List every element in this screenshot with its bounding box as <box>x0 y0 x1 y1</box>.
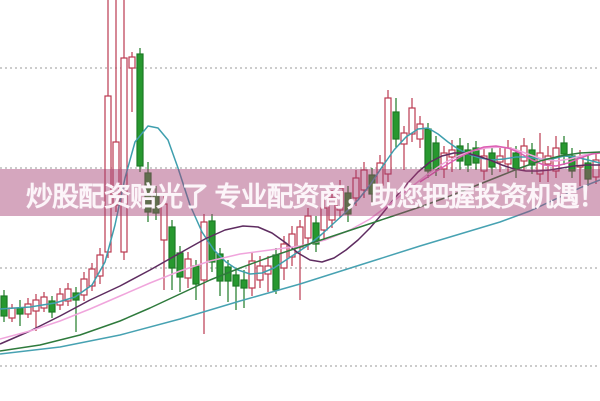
candle-body <box>8 307 16 319</box>
ad-banner: 炒股配资赔光了 专业配资商，助您把握投资机遇！ <box>0 169 600 216</box>
ma-magenta <box>419 145 600 183</box>
candle-body <box>144 172 152 213</box>
candle-body <box>320 207 328 231</box>
candle-body <box>504 147 512 165</box>
candle-body <box>216 253 224 282</box>
candle-body <box>592 159 600 178</box>
candle-body <box>464 149 472 166</box>
candle-body <box>48 300 56 313</box>
ad-banner-text: 炒股配资赔光了 专业配资商，助您把握投资机遇！ <box>26 181 600 212</box>
candle-body <box>384 97 392 175</box>
candle-body <box>280 243 288 269</box>
candle-body <box>200 221 208 281</box>
candle-body <box>192 265 200 285</box>
candle-body <box>360 169 368 191</box>
ma-lines-layer <box>0 125 600 355</box>
candle-body <box>296 226 304 248</box>
candle-body <box>480 155 488 172</box>
candle-body <box>96 254 104 277</box>
candle-body <box>24 303 32 315</box>
candle-body <box>40 296 48 309</box>
grid-layer <box>0 67 600 367</box>
candle-body <box>312 222 320 245</box>
candle-body <box>152 193 160 214</box>
candle-body <box>0 295 8 317</box>
candle-body <box>160 203 168 241</box>
candle-body <box>512 152 520 170</box>
ma-long-teal <box>0 179 600 355</box>
candle-body <box>136 53 144 167</box>
candle-body <box>272 254 280 291</box>
candle-body <box>304 215 312 239</box>
candle-body <box>560 142 568 155</box>
candle-body <box>120 57 128 253</box>
candle-body <box>352 177 360 199</box>
candle-body <box>56 293 64 306</box>
candle-body <box>416 123 424 140</box>
candle-body <box>392 111 400 140</box>
candle-body <box>128 56 136 69</box>
candle-body <box>208 220 216 263</box>
candle-body <box>80 278 88 296</box>
candle-body <box>344 192 352 215</box>
candle-body <box>16 307 24 315</box>
candle-body <box>368 174 376 195</box>
candle-body <box>240 279 248 289</box>
candle-body <box>552 147 560 172</box>
candle-body <box>64 288 72 302</box>
candle-body <box>232 274 240 287</box>
ma-short-teal <box>0 125 600 310</box>
ma-dark-green <box>0 151 600 352</box>
candle-body <box>168 226 176 269</box>
ma-purple <box>0 152 600 345</box>
candle-body <box>112 141 120 206</box>
candle-body <box>336 187 344 211</box>
candle-body <box>408 107 416 135</box>
candle-body <box>424 128 432 172</box>
candles-layer <box>0 0 600 334</box>
ma-pink <box>0 146 600 340</box>
candle-body <box>584 162 592 180</box>
candle-body <box>432 142 440 170</box>
candle-body <box>176 252 184 278</box>
candle-body <box>328 197 336 221</box>
candle-body <box>88 268 96 287</box>
